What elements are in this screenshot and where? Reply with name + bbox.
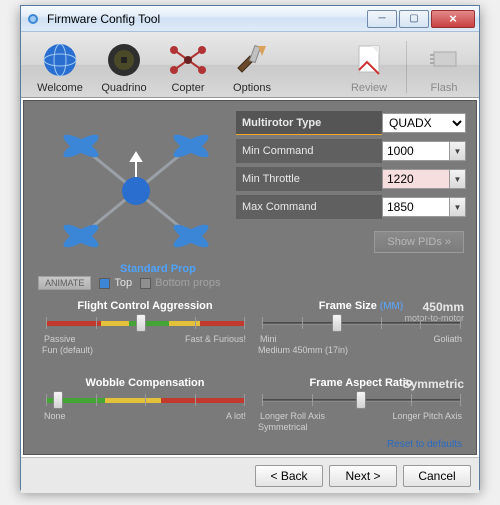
prop-legend: ANIMATE Top Bottom props [38,276,221,290]
tab-flash[interactable]: Flash [413,39,475,95]
tab-review[interactable]: Review [338,39,400,95]
main-panel: Standard Prop ANIMATE Top Bottom props M… [23,100,477,455]
minimize-button[interactable]: ─ [367,10,397,28]
aggression-slider[interactable] [46,315,244,333]
back-button[interactable]: < Back [255,465,323,487]
wobble-slider[interactable] [46,392,244,410]
config-row: Min Command ▼ [236,139,468,163]
maximize-button[interactable]: ▢ [399,10,429,28]
config-row: Max Command ▼ [236,195,468,219]
footer: < Back Next > Cancel [21,457,479,493]
aspect-slider[interactable] [262,392,460,410]
board-icon [101,39,147,81]
reset-defaults-link[interactable]: Reset to defaults [387,439,462,450]
toolbar: Welcome Quadrino Copter Options Review [21,32,479,98]
config-table: Multirotor Type QUADX Min Command ▼ Min … [236,111,468,223]
review-icon [346,39,392,81]
tab-welcome[interactable]: Welcome [29,39,91,95]
window-title: Firmware Config Tool [47,12,367,26]
min-command-input[interactable] [382,141,450,161]
config-row: Min Throttle ▼ [236,167,468,191]
copter-preview [36,111,236,271]
animate-button[interactable]: ANIMATE [38,276,91,290]
multirotor-type-select[interactable]: QUADX [382,113,466,133]
sliders-area: Flight Control Aggression PassiveFast & … [24,296,476,454]
titlebar: Firmware Config Tool ─ ▢ × [21,6,479,32]
tab-quadrino[interactable]: Quadrino [93,39,155,95]
prop-type-label: Standard Prop [120,263,196,275]
cancel-button[interactable]: Cancel [403,465,471,487]
close-button[interactable]: × [431,10,475,28]
slider-wobble: Wobble Compensation NoneA lot! [42,377,248,450]
next-button[interactable]: Next > [329,465,397,487]
min-throttle-input[interactable] [382,169,450,189]
tab-copter[interactable]: Copter [157,39,219,95]
globe-icon [37,39,83,81]
dropdown-icon[interactable]: ▼ [450,197,466,217]
slider-frame-size: Frame Size(MM) 450mmmotor-to-motor MiniG… [258,300,464,373]
slider-aggression: Flight Control Aggression PassiveFast & … [42,300,248,373]
copter-icon [165,39,211,81]
app-icon [25,11,41,27]
tab-options[interactable]: Options [221,39,283,95]
dropdown-icon[interactable]: ▼ [450,141,466,161]
config-row-type: Multirotor Type QUADX [236,111,468,135]
max-command-input[interactable] [382,197,450,217]
tools-icon [229,39,275,81]
multirotor-type-label: Multirotor Type [236,111,382,135]
frame-size-slider[interactable] [262,315,460,333]
dropdown-icon[interactable]: ▼ [450,169,466,189]
chip-icon [421,39,467,81]
show-pids-button[interactable]: Show PIDs » [374,231,464,253]
aspect-readout: Symmetric [403,377,464,391]
app-window: Firmware Config Tool ─ ▢ × Welcome Quadr… [20,5,480,490]
